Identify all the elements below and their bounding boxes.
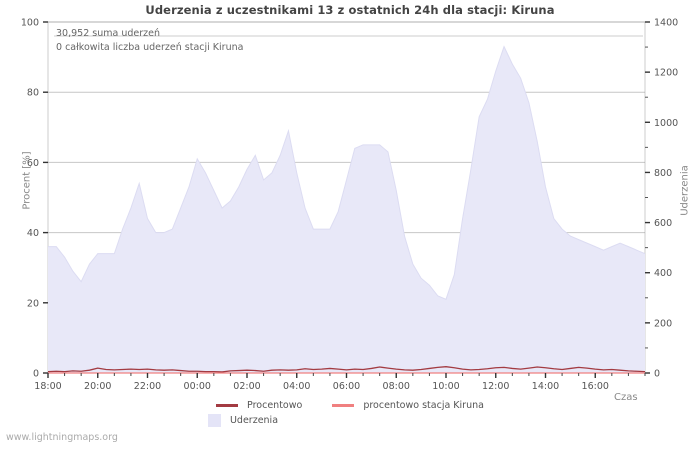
legend-item-uderzenia[interactable]: Uderzenia: [207, 414, 279, 427]
svg-text:800: 800: [654, 168, 672, 179]
svg-text:1000: 1000: [654, 118, 678, 129]
svg-text:04:00: 04:00: [283, 381, 310, 392]
legend-label-procentowo-stacja: procentowo stacja Kiruna: [363, 400, 484, 411]
y-axis-left-label: Procent [%]: [21, 151, 33, 210]
legend-swatch-line-station: [332, 404, 355, 407]
chart-legend: Procentowo procentowo stacja Kiruna Uder…: [0, 398, 700, 428]
legend-row-secondary: Uderzenia: [0, 413, 700, 428]
svg-text:18:00: 18:00: [34, 381, 61, 392]
svg-text:0: 0: [654, 369, 660, 380]
svg-text:400: 400: [654, 268, 672, 279]
svg-text:20:00: 20:00: [84, 381, 111, 392]
svg-text:1400: 1400: [654, 18, 678, 29]
legend-item-procentowo[interactable]: Procentowo: [216, 400, 302, 411]
svg-text:00:00: 00:00: [184, 381, 211, 392]
svg-text:12:00: 12:00: [482, 381, 509, 392]
svg-text:06:00: 06:00: [333, 381, 360, 392]
legend-label-uderzenia: Uderzenia: [229, 415, 279, 426]
legend-item-procentowo-stacja[interactable]: procentowo stacja Kiruna: [332, 400, 484, 411]
svg-text:10:00: 10:00: [432, 381, 459, 392]
x-axis-label: Czas: [614, 392, 638, 403]
svg-text:60: 60: [27, 158, 39, 169]
svg-text:100: 100: [21, 18, 39, 29]
legend-row-primary: Procentowo procentowo stacja Kiruna: [0, 398, 700, 413]
svg-text:22:00: 22:00: [134, 381, 161, 392]
svg-text:08:00: 08:00: [383, 381, 410, 392]
legend-swatch-line-procentowo: [216, 404, 239, 407]
svg-text:1200: 1200: [654, 68, 678, 79]
svg-text:02:00: 02:00: [233, 381, 260, 392]
svg-text:0: 0: [33, 369, 39, 380]
y-axis-right-label: Uderzenia: [679, 165, 691, 216]
annotation-total-strokes: 30,952 suma uderzeń: [56, 28, 160, 39]
svg-text:80: 80: [27, 88, 39, 99]
svg-text:16:00: 16:00: [582, 381, 609, 392]
annotation-station-strokes: 0 całkowita liczba uderzeń stacji Kiruna: [56, 42, 244, 53]
svg-text:40: 40: [27, 228, 39, 239]
svg-text:20: 20: [27, 298, 39, 309]
footer-attribution: www.lightningmaps.org: [6, 432, 118, 443]
svg-text:14:00: 14:00: [532, 381, 559, 392]
legend-swatch-box-uderzenia: [207, 414, 221, 427]
svg-text:600: 600: [654, 218, 672, 229]
legend-label-procentowo: Procentowo: [247, 400, 303, 411]
svg-text:200: 200: [654, 318, 672, 329]
page-title: Uderzenia z uczestnikami 13 z ostatnich …: [145, 3, 555, 17]
